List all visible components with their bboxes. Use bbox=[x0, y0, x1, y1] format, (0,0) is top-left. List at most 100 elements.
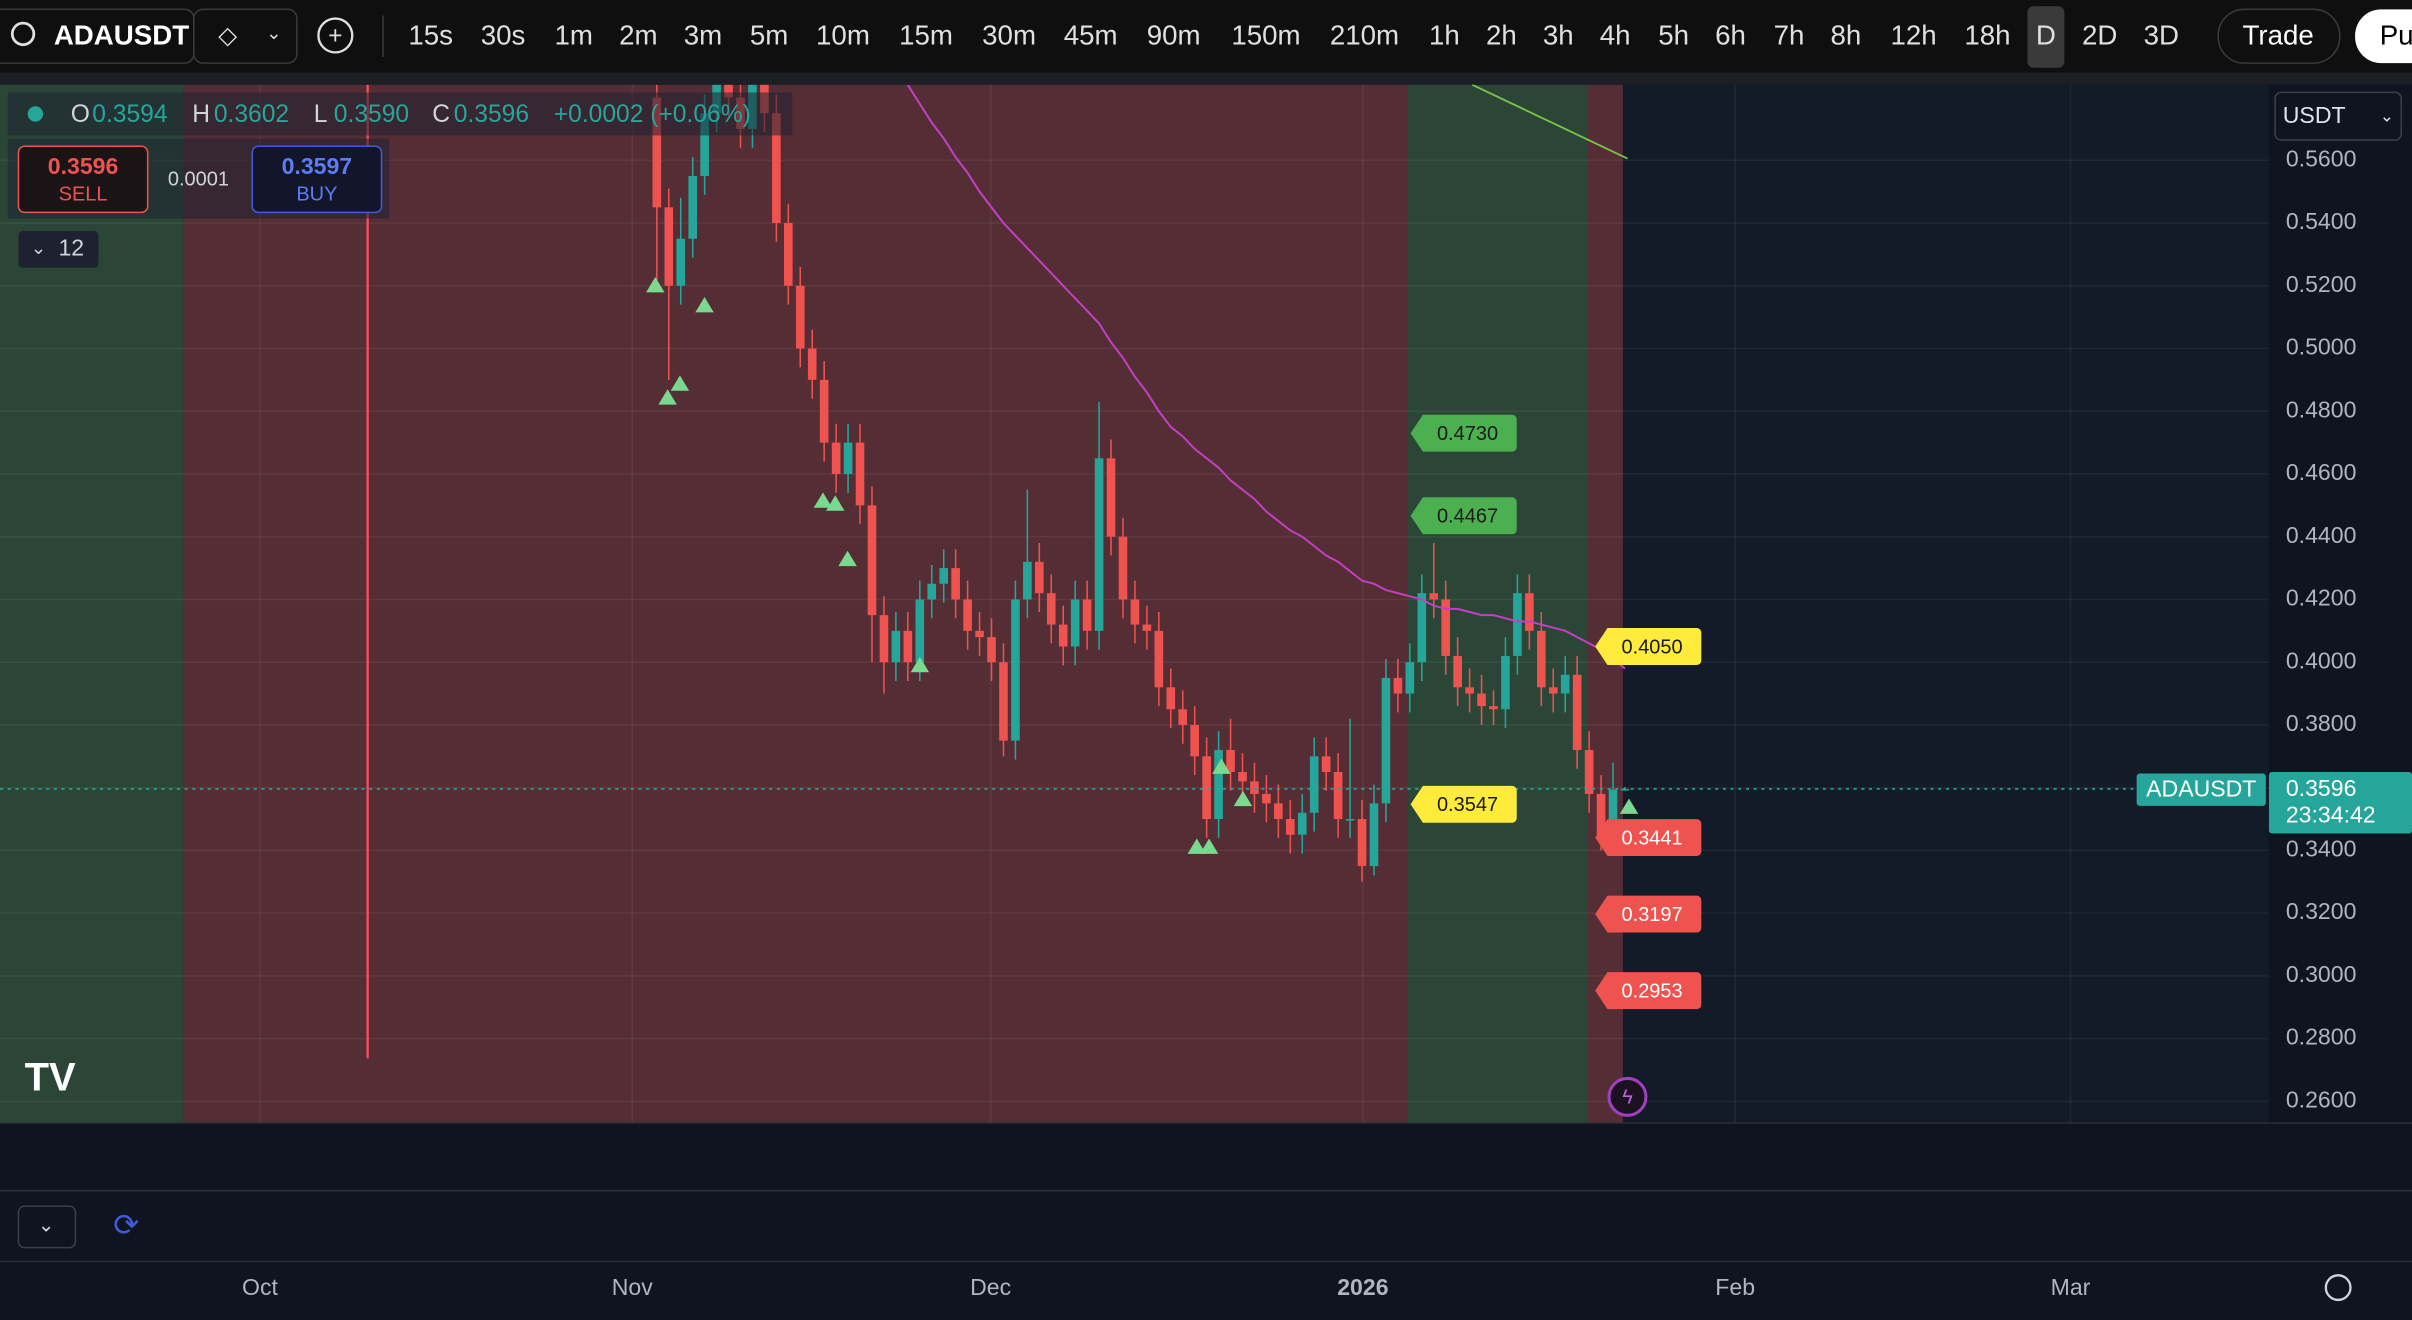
interval[interactable]: 10m bbox=[816, 19, 870, 50]
legend-key: L bbox=[314, 101, 328, 128]
interval[interactable]: 150m bbox=[1231, 19, 1300, 50]
legend-value: 0.3590 bbox=[334, 101, 409, 128]
y-tick-label: 0.4400 bbox=[2286, 522, 2357, 548]
toolbar-border bbox=[0, 72, 2412, 85]
diamond-icon: ◇ bbox=[218, 23, 238, 50]
interval[interactable]: 6h bbox=[1715, 19, 1746, 50]
candle-body bbox=[1513, 593, 1522, 656]
interval[interactable]: 30m bbox=[982, 19, 1036, 50]
price-axis bbox=[2268, 84, 2412, 1124]
candle-body bbox=[831, 442, 841, 474]
price-scale: 0.26000.28000.30000.32000.34000.36000.38… bbox=[2286, 145, 2357, 1112]
y-tick-label: 0.5600 bbox=[2286, 145, 2357, 171]
chevron: ⌄ bbox=[38, 1214, 55, 1236]
interval[interactable]: 15s bbox=[408, 19, 453, 50]
interval[interactable]: 2D bbox=[2082, 19, 2117, 50]
interval[interactable]: 12h bbox=[1891, 19, 1937, 50]
interval[interactable]: 2h bbox=[1486, 19, 1517, 50]
currency-select[interactable] bbox=[2274, 91, 2403, 141]
legend-change: +0.0002 (+0.06%) bbox=[554, 101, 751, 128]
level-label: 0.3547 bbox=[1437, 794, 1498, 816]
legend-value: 0.3596 bbox=[454, 101, 529, 128]
y-tick-label: 0.3800 bbox=[2286, 710, 2357, 736]
candle-body bbox=[1154, 630, 1164, 688]
candle-body bbox=[1584, 750, 1594, 794]
moving-average bbox=[906, 84, 1626, 670]
candle-body bbox=[927, 583, 937, 600]
currency: USDT bbox=[2283, 102, 2346, 128]
publish-button[interactable] bbox=[2355, 9, 2412, 64]
trade-button[interactable] bbox=[2217, 8, 2341, 64]
candle-body bbox=[1035, 561, 1044, 594]
buy-button[interactable] bbox=[251, 145, 383, 214]
candle-body bbox=[1058, 624, 1068, 647]
time-label: Feb bbox=[1715, 1274, 1755, 1300]
interval[interactable]: 1m bbox=[555, 19, 593, 50]
interval[interactable]: 30s bbox=[481, 19, 526, 50]
interval[interactable]: 2m bbox=[619, 19, 657, 50]
candle-body bbox=[676, 238, 686, 286]
legend-bg bbox=[7, 92, 793, 136]
lightning-icon: ϟ bbox=[1622, 1087, 1633, 1109]
candle-body bbox=[1596, 793, 1606, 835]
candle-body bbox=[688, 175, 698, 239]
candle-body bbox=[1381, 677, 1391, 804]
interval[interactable]: D bbox=[2036, 19, 2056, 50]
time-label: Oct bbox=[242, 1274, 278, 1300]
level-tag bbox=[1595, 895, 1702, 933]
time-label: 2026 bbox=[1337, 1274, 1388, 1300]
candle-body bbox=[1620, 788, 1630, 791]
status-dot bbox=[27, 106, 44, 122]
refresh-button[interactable]: ⟳ bbox=[113, 1208, 139, 1243]
interval[interactable]: 18h bbox=[1964, 19, 2010, 50]
y-tick-label: 0.3400 bbox=[2286, 836, 2357, 862]
candle-body bbox=[664, 207, 674, 286]
interval[interactable]: 210m bbox=[1330, 19, 1399, 50]
candle-body bbox=[1441, 599, 1450, 656]
candle-body bbox=[1417, 593, 1427, 663]
interval[interactable]: 8h bbox=[1831, 19, 1862, 50]
y-tick-label: 0.4000 bbox=[2286, 647, 2357, 673]
interval-active bbox=[2027, 6, 2065, 68]
legend-value: 0.3602 bbox=[214, 101, 289, 128]
level-label: 0.3197 bbox=[1622, 904, 1683, 926]
interval[interactable]: 3h bbox=[1543, 19, 1574, 50]
interval[interactable]: 7h bbox=[1774, 19, 1805, 50]
candle-body bbox=[1286, 819, 1295, 835]
toolbar bbox=[0, 0, 2412, 73]
grid bbox=[0, 84, 2269, 1124]
candle-body bbox=[1357, 819, 1367, 867]
candle-body bbox=[1023, 561, 1032, 600]
candle-body bbox=[1405, 662, 1415, 694]
sell-button[interactable] bbox=[17, 145, 149, 214]
candle-body bbox=[1548, 687, 1558, 694]
interval[interactable]: 3D bbox=[2144, 19, 2179, 50]
interval[interactable]: 15m bbox=[899, 19, 953, 50]
interval[interactable]: 45m bbox=[1064, 19, 1118, 50]
countdown: 23:34:42 bbox=[2286, 802, 2376, 828]
candle-body bbox=[700, 113, 709, 176]
settings-button[interactable] bbox=[2324, 1274, 2352, 1302]
candle-body bbox=[1525, 593, 1534, 631]
last-price-tag bbox=[2268, 772, 2412, 834]
interval[interactable]: 90m bbox=[1147, 19, 1201, 50]
y-tick-label: 0.5000 bbox=[2286, 334, 2357, 360]
interval[interactable]: 3m bbox=[684, 19, 722, 50]
lightning-button[interactable] bbox=[1607, 1076, 1648, 1117]
level-label: 0.2953 bbox=[1622, 980, 1683, 1002]
collapse-button[interactable] bbox=[17, 1205, 77, 1249]
candle-body bbox=[1118, 536, 1128, 600]
interval[interactable]: 5m bbox=[750, 19, 788, 50]
compare-button[interactable] bbox=[193, 8, 298, 64]
candle-body bbox=[1166, 687, 1176, 710]
symbol-tag-label: ADAUSDT bbox=[2146, 776, 2256, 802]
candle-body bbox=[1011, 599, 1020, 741]
interval[interactable]: 1h bbox=[1429, 19, 1460, 50]
interval[interactable]: 5h bbox=[1658, 19, 1689, 50]
indicators-toggle[interactable] bbox=[18, 230, 99, 268]
candle-body bbox=[1214, 750, 1223, 820]
add-button[interactable] bbox=[317, 17, 354, 54]
candle-body bbox=[915, 599, 925, 663]
interval[interactable]: 4h bbox=[1600, 19, 1631, 50]
